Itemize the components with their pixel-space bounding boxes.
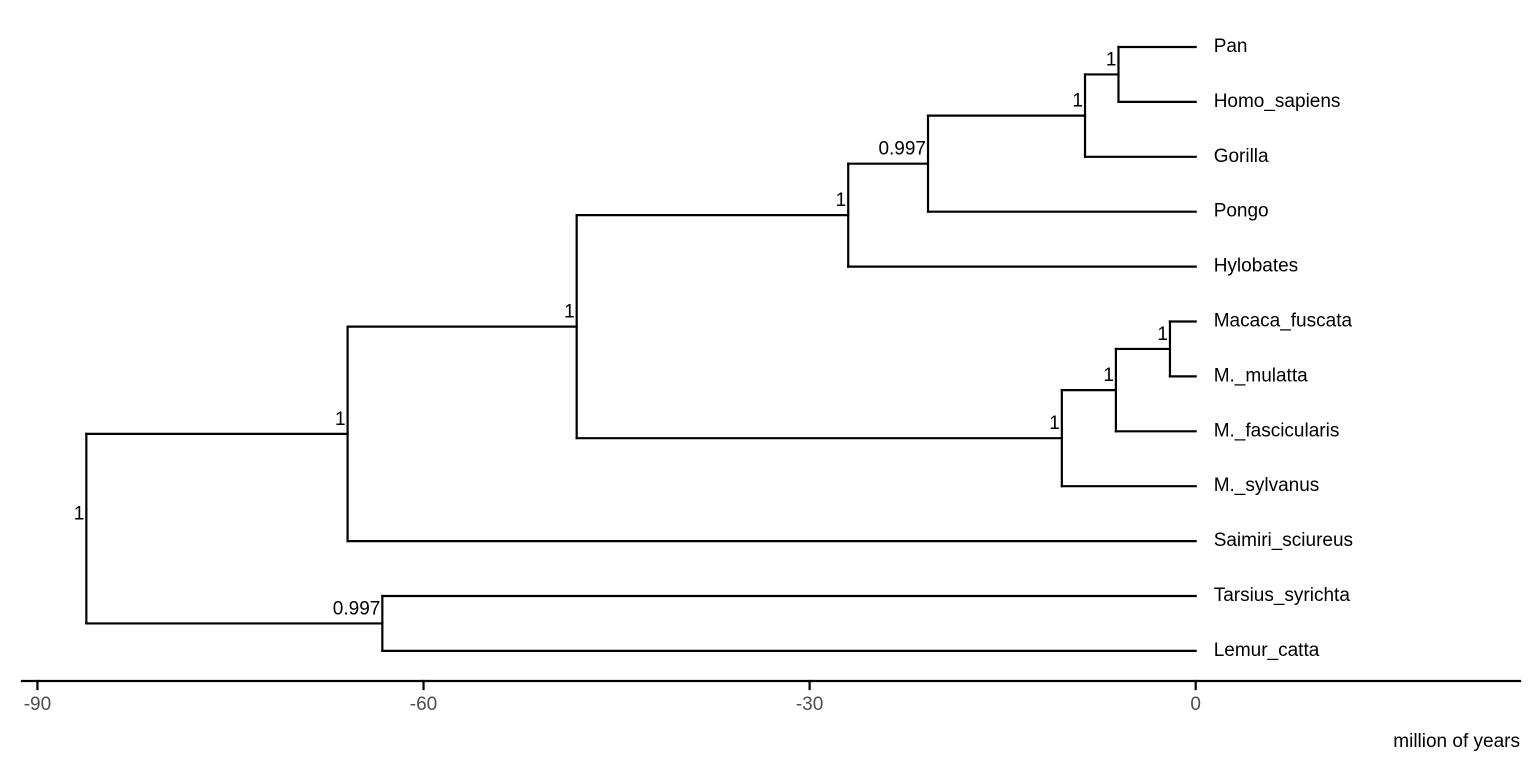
x-tick-label: 0 [1190,694,1201,715]
tip-label: Hylobates [1214,256,1299,277]
tip-label: Homo_sapiens [1214,91,1341,112]
tip-label: Gorilla [1214,146,1269,167]
tip-label: M._fascicularis [1214,420,1340,441]
tip-label: Lemur_catta [1214,640,1320,661]
tip-label: Tarsius_syrichta [1214,585,1351,606]
x-axis-title: million of years [1393,731,1520,752]
support-label: 1 [1106,49,1117,70]
support-label: 1 [1157,324,1168,345]
tip-label: M._sylvanus [1214,475,1320,496]
tip-label: Pongo [1214,201,1269,222]
support-label: 1 [564,302,575,323]
support-label: 1 [335,409,346,430]
support-label: 1 [1049,413,1060,434]
tip-label: M._mulatta [1214,365,1308,386]
x-tick-label: -90 [24,694,51,715]
tip-label: Pan [1214,36,1248,57]
tip-label: Saimiri_sciureus [1214,530,1353,551]
support-label: 1 [1103,365,1114,386]
support-label: 1 [1072,91,1083,112]
support-label: 1 [836,190,847,211]
support-label: 0.997 [878,139,926,160]
support-label: 0.997 [333,598,381,619]
support-label: 1 [74,504,85,525]
tip-label: Macaca_fuscata [1214,311,1353,332]
x-tick-label: -30 [796,694,823,715]
x-tick-label: -60 [410,694,437,715]
